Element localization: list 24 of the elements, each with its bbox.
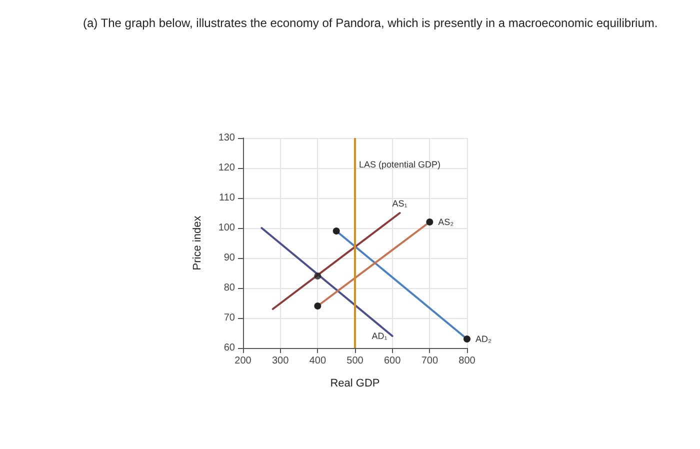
- series-label: AD₁: [372, 331, 388, 341]
- y-tick-label: 60: [224, 342, 236, 354]
- chart-title: (a) The graph below, illustrates the economy of Pandora, which is presently in a macroeconomic equilibrium.: [83, 16, 658, 30]
- y-tick-label: 120: [218, 162, 236, 174]
- series-label: AS₂: [438, 217, 454, 227]
- x-tick-label: 800: [458, 356, 476, 366]
- x-tick-label: 500: [346, 356, 364, 366]
- point: [314, 272, 322, 280]
- series-label: AS₁: [392, 198, 408, 208]
- series-label: AD₂: [476, 334, 492, 344]
- y-tick-label: 110: [219, 192, 236, 204]
- y-tick-label: 80: [224, 282, 236, 294]
- ref-line-label: LAS (potential GDP): [359, 160, 441, 170]
- y-tick-label: 130: [218, 132, 236, 144]
- x-tick-label: 700: [421, 356, 438, 366]
- x-tick-label: 200: [234, 356, 252, 366]
- x-tick-label: 600: [384, 356, 402, 366]
- x-tick-label: 300: [272, 356, 290, 366]
- y-axis-title: Price index: [192, 215, 204, 270]
- x-axis-title: Real GDP: [330, 378, 380, 390]
- x-tick-label: 400: [309, 356, 326, 366]
- y-tick-label: 70: [224, 312, 236, 324]
- y-tick-label: 100: [218, 222, 236, 234]
- y-tick-label: 90: [224, 252, 236, 264]
